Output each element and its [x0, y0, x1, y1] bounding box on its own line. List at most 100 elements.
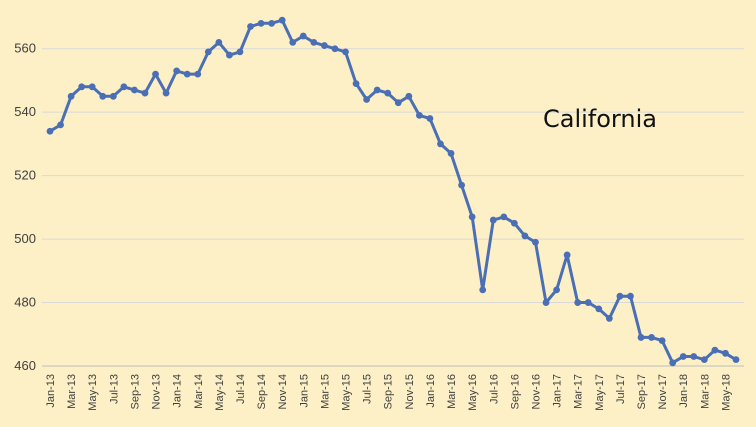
- x-tick-label: Jan-13: [45, 374, 57, 408]
- data-point: [405, 93, 412, 100]
- data-point: [532, 239, 539, 246]
- data-point: [247, 23, 254, 30]
- data-point: [89, 83, 96, 90]
- y-tick-label: 520: [14, 168, 36, 183]
- y-tick-label: 480: [14, 295, 36, 310]
- data-point: [258, 20, 265, 27]
- x-tick-label: May-18: [720, 374, 732, 411]
- data-point: [553, 286, 560, 293]
- data-point: [289, 39, 296, 46]
- data-point: [585, 299, 592, 306]
- data-point: [226, 52, 233, 59]
- x-tick-label: May-16: [467, 374, 479, 411]
- data-point: [733, 356, 740, 363]
- data-point: [384, 90, 391, 97]
- data-point: [142, 90, 149, 97]
- data-point: [416, 112, 423, 119]
- x-tick-label: Nov-16: [530, 374, 542, 409]
- x-tick-label: Jul-15: [362, 374, 374, 404]
- x-tick-label: Sep-17: [636, 374, 648, 409]
- x-tick-label: Jan-17: [552, 374, 564, 408]
- x-tick-label: Jan-16: [425, 374, 437, 408]
- x-tick-label: Jan-18: [678, 374, 690, 408]
- x-tick-label: Jul-14: [235, 374, 247, 404]
- data-point: [701, 356, 708, 363]
- data-point: [680, 353, 687, 360]
- data-point: [68, 93, 75, 100]
- series-layer: [47, 17, 740, 366]
- data-point: [237, 49, 244, 56]
- y-tick-label: 560: [14, 41, 36, 56]
- x-tick-label: Jul-13: [108, 374, 120, 404]
- data-point: [448, 150, 455, 157]
- data-point: [574, 299, 581, 306]
- data-point: [458, 182, 465, 189]
- x-tick-label: Jan-14: [172, 374, 184, 408]
- data-point: [469, 213, 476, 220]
- data-point: [690, 353, 697, 360]
- x-tick-label: Jul-17: [615, 374, 627, 404]
- data-point: [648, 334, 655, 341]
- data-point: [638, 334, 645, 341]
- y-tick-label: 500: [14, 231, 36, 246]
- data-point: [606, 315, 613, 322]
- data-point: [110, 93, 117, 100]
- data-point: [300, 33, 307, 40]
- x-tick-label: Mar-17: [573, 374, 585, 409]
- data-point: [522, 233, 529, 240]
- data-point: [617, 293, 624, 300]
- data-point: [332, 45, 339, 52]
- data-point: [215, 39, 222, 46]
- x-tick-label: Mar-15: [319, 374, 331, 409]
- data-point: [669, 359, 676, 366]
- data-point: [627, 293, 634, 300]
- y-axis: 460480500520540560: [14, 41, 36, 373]
- chart-title: California: [543, 105, 657, 133]
- data-point: [173, 68, 180, 75]
- data-point: [659, 337, 666, 344]
- data-point: [47, 128, 54, 135]
- data-point: [543, 299, 550, 306]
- x-tick-label: Sep-16: [509, 374, 521, 409]
- x-tick-label: Nov-17: [657, 374, 669, 409]
- series-line: [50, 20, 736, 363]
- data-point: [268, 20, 275, 27]
- data-point: [205, 49, 212, 56]
- data-point: [479, 286, 486, 293]
- x-tick-label: May-14: [214, 374, 226, 411]
- data-point: [57, 121, 64, 128]
- x-tick-label: Nov-13: [151, 374, 163, 409]
- x-tick-label: Mar-18: [699, 374, 711, 409]
- data-point: [363, 96, 370, 103]
- data-point: [711, 347, 718, 354]
- data-point: [279, 17, 286, 24]
- data-point: [120, 83, 127, 90]
- data-point: [353, 80, 360, 87]
- data-point: [511, 220, 518, 227]
- x-tick-label: Nov-14: [277, 374, 289, 409]
- y-tick-label: 540: [14, 104, 36, 119]
- data-point: [310, 39, 317, 46]
- x-tick-label: Mar-13: [66, 374, 78, 409]
- data-point: [99, 93, 106, 100]
- data-point: [490, 217, 497, 224]
- x-tick-label: Sep-13: [129, 374, 141, 409]
- x-tick-label: May-17: [594, 374, 606, 411]
- x-tick-label: Jul-16: [488, 374, 500, 404]
- x-tick-label: Mar-16: [446, 374, 458, 409]
- data-point: [595, 305, 602, 312]
- data-point: [395, 99, 402, 106]
- x-tick-label: Sep-15: [383, 374, 395, 409]
- data-point: [342, 49, 349, 56]
- data-point: [194, 71, 201, 78]
- x-tick-label: Nov-15: [404, 374, 416, 409]
- data-point: [163, 90, 170, 97]
- data-point: [500, 213, 507, 220]
- data-point: [78, 83, 85, 90]
- data-point: [722, 350, 729, 357]
- data-point: [152, 71, 159, 78]
- data-point: [184, 71, 191, 78]
- data-point: [321, 42, 328, 49]
- x-tick-label: May-15: [341, 374, 353, 411]
